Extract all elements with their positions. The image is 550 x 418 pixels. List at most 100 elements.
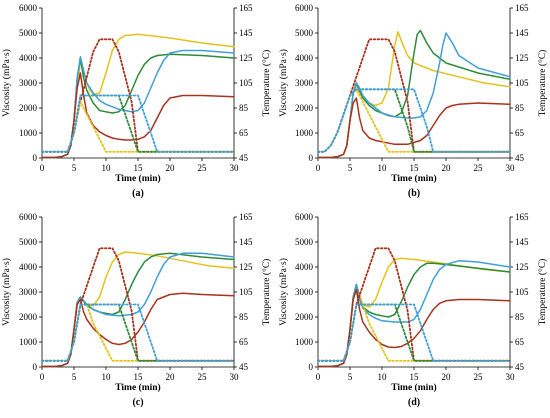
y-tick-label: 1000 [295, 337, 314, 347]
y2-tick-label: 45 [239, 153, 249, 163]
panel-label: (b) [408, 188, 420, 199]
y2-tick-label: 65 [515, 128, 525, 138]
y-tick-label: 2000 [295, 312, 314, 322]
y-tick-label: 4000 [295, 262, 314, 272]
x-tick-label: 25 [474, 163, 484, 173]
y-tick-label: 4000 [295, 53, 314, 63]
y2-tick-label: 85 [239, 103, 249, 113]
x-tick-label: 10 [102, 372, 112, 382]
y2-axis-title: Temperature (°C) [261, 50, 272, 117]
y-tick-label: 3000 [19, 287, 38, 297]
x-tick-label: 20 [442, 163, 452, 173]
x-tick-label: 25 [198, 372, 208, 382]
x-tick-label: 0 [40, 372, 45, 382]
y-tick-label: 0 [309, 153, 314, 163]
y2-tick-label: 105 [515, 287, 529, 297]
chart-panel: 0 5 10 15 20 25 30 0 1000 2000 3000 4000 5000 6000 45 6… [1, 3, 272, 199]
chart-panel: 0 5 10 15 20 25 30 0 1000 2000 3000 4000 5000 6000 45 6… [1, 212, 272, 408]
viscosity-series-line [317, 29, 511, 159]
x-tick-label: 15 [134, 163, 144, 173]
x-tick-label: 20 [166, 163, 176, 173]
x-tick-label: 25 [474, 372, 484, 382]
x-tick-label: 25 [198, 163, 208, 173]
y2-tick-label: 45 [515, 362, 525, 372]
panel-label: (a) [132, 188, 144, 199]
x-tick-label: 10 [102, 163, 112, 173]
x-tick-label: 20 [442, 372, 452, 382]
y-tick-label: 0 [309, 362, 314, 372]
temperature-series-line [41, 303, 235, 362]
x-tick-label: 15 [410, 163, 420, 173]
y-tick-label: 5000 [19, 237, 38, 247]
y2-tick-label: 65 [239, 128, 249, 138]
x-tick-label: 30 [230, 372, 240, 382]
panel-label: (d) [408, 397, 420, 408]
y-axis-title: Viscosity (mPa·s) [1, 258, 12, 326]
y2-tick-label: 45 [239, 362, 249, 372]
y2-tick-label: 85 [515, 103, 525, 113]
y-tick-label: 4000 [19, 53, 38, 63]
y-tick-label: 5000 [19, 28, 38, 38]
x-tick-label: 5 [348, 163, 353, 173]
panel-label: (c) [132, 397, 143, 408]
y-tick-label: 3000 [295, 287, 314, 297]
y2-tick-label: 125 [239, 53, 253, 63]
y2-tick-label: 145 [515, 28, 529, 38]
x-tick-label: 30 [506, 163, 516, 173]
y2-tick-label: 45 [515, 153, 525, 163]
y2-tick-label: 165 [239, 3, 253, 13]
temperature-series-line [317, 88, 511, 153]
y-tick-label: 6000 [295, 3, 314, 13]
y-tick-label: 0 [33, 153, 38, 163]
x-tick-label: 15 [410, 372, 420, 382]
x-axis-title: Time (min) [115, 173, 160, 184]
y-axis-title: Viscosity (mPa·s) [1, 49, 12, 117]
y2-tick-label: 145 [239, 28, 253, 38]
y-tick-label: 2000 [19, 312, 38, 322]
viscosity-series-line [41, 72, 235, 159]
y2-tick-label: 105 [239, 287, 253, 297]
y2-tick-label: 145 [239, 237, 253, 247]
y-tick-label: 3000 [295, 78, 314, 88]
y-tick-label: 1000 [295, 128, 314, 138]
y2-axis-title: Temperature (°C) [537, 50, 548, 117]
x-tick-label: 30 [230, 163, 240, 173]
chart-panel: 0 5 10 15 20 25 30 0 1000 2000 3000 4000 5000 6000 45 6… [278, 3, 548, 199]
x-tick-label: 10 [378, 372, 388, 382]
x-tick-label: 0 [316, 163, 321, 173]
x-tick-label: 30 [506, 372, 516, 382]
y-tick-label: 1000 [19, 337, 38, 347]
viscosity-series-line [317, 97, 511, 159]
y-tick-label: 6000 [295, 212, 314, 222]
y2-tick-label: 165 [239, 212, 253, 222]
y-tick-label: 2000 [19, 103, 38, 113]
x-tick-label: 0 [40, 163, 45, 173]
y-tick-label: 2000 [295, 103, 314, 113]
temperature-series-line [317, 88, 511, 153]
temperature-series-line [317, 303, 511, 362]
y-tick-label: 5000 [295, 237, 314, 247]
x-tick-label: 20 [166, 372, 176, 382]
y-axis-title: Viscosity (mPa·s) [278, 258, 289, 326]
y2-tick-label: 85 [239, 312, 249, 322]
x-tick-label: 10 [378, 163, 388, 173]
y2-axis-title: Temperature (°C) [537, 259, 548, 326]
y2-tick-label: 65 [239, 337, 249, 347]
x-tick-label: 5 [72, 372, 77, 382]
viscosity-series-line [317, 288, 511, 368]
y-tick-label: 3000 [19, 78, 38, 88]
y2-tick-label: 105 [239, 78, 253, 88]
y2-tick-label: 65 [515, 337, 525, 347]
y2-tick-label: 125 [239, 262, 253, 272]
y-tick-label: 6000 [19, 212, 38, 222]
x-axis-title: Time (min) [391, 382, 436, 393]
x-tick-label: 5 [348, 372, 353, 382]
y2-tick-label: 165 [515, 212, 529, 222]
y2-tick-label: 105 [515, 78, 529, 88]
y2-tick-label: 165 [515, 3, 529, 13]
viscosity-series-line [41, 292, 235, 368]
y2-tick-label: 125 [515, 262, 529, 272]
y-tick-label: 0 [33, 362, 38, 372]
